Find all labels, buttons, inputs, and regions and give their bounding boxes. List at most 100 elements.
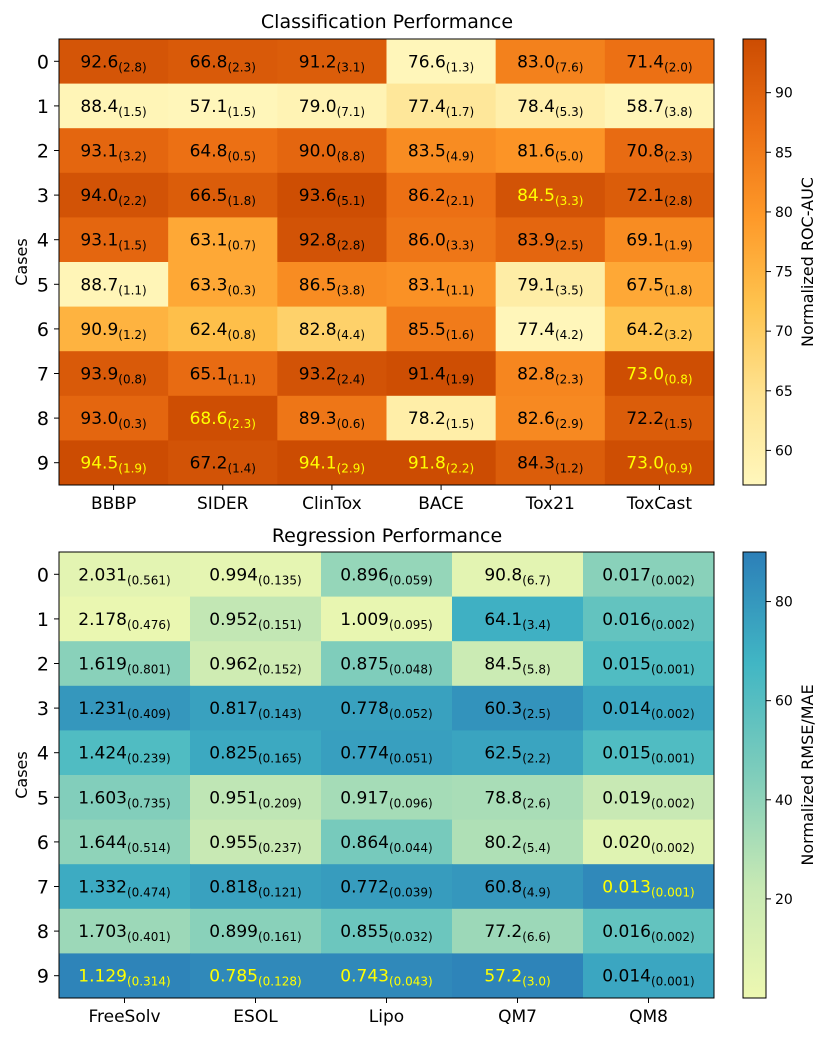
classification-cell-label: 78.4(5.3) <box>517 97 583 119</box>
regression-cell <box>583 864 715 910</box>
classification-cell-label: 64.8(0.5) <box>190 142 256 164</box>
classification-cell <box>277 351 387 397</box>
regression-cell-label: 0.020(0.002) <box>602 833 694 855</box>
regression-cell-label: 84.5(5.8) <box>484 655 550 677</box>
regression-cell <box>583 685 715 731</box>
classification-cell-label: 82.6(2.9) <box>517 409 583 431</box>
classification-cell <box>277 262 387 308</box>
regression-cell-label: 0.772(0.039) <box>340 878 432 900</box>
classification-colorbar-tick-label: 75 <box>775 265 793 281</box>
regression-cell-label: 0.994(0.135) <box>209 565 301 587</box>
regression-cell <box>190 819 322 865</box>
classification-colorbar-tick-label: 65 <box>775 384 793 400</box>
regression-cell-label: 1.424(0.239) <box>78 744 170 766</box>
classification-colorbar-ticks: 60 65 70 75 80 85 90 <box>766 86 793 459</box>
classification-cell <box>604 395 715 441</box>
classification-cell <box>386 172 497 218</box>
classification-cell <box>168 39 278 85</box>
classification-cell-label: 94.0(2.2) <box>80 186 146 208</box>
classification-cell-label: 78.2(1.5) <box>408 409 474 431</box>
regression-cell-label: 0.785(0.128) <box>209 967 301 989</box>
classification-cell <box>59 128 169 174</box>
regression-colorbar <box>742 551 767 999</box>
regression-colorbar-tick-label: 60 <box>775 694 793 710</box>
regression-y-tick-label: 6 <box>37 832 49 854</box>
classification-cell-label: 86.2(2.1) <box>408 186 474 208</box>
regression-cell <box>59 819 191 865</box>
regression-colorbar-tick-label: 80 <box>775 595 793 611</box>
regression-x-tick-label: Lipo <box>369 1007 404 1027</box>
classification-cell <box>495 217 606 263</box>
regression-cell <box>583 730 715 776</box>
classification-cell <box>604 83 715 129</box>
regression-cell-label: 0.917(0.096) <box>340 788 432 810</box>
regression-cell-label: 0.743(0.043) <box>340 967 432 989</box>
regression-cell-label: 0.778(0.052) <box>340 699 432 721</box>
regression-cell <box>190 908 322 954</box>
classification-cell <box>495 395 606 441</box>
regression-cell <box>321 775 453 821</box>
classification-cell-label: 83.5(4.9) <box>408 142 474 164</box>
classification-cell <box>386 395 497 441</box>
classification-cell <box>277 172 387 218</box>
classification-cell <box>495 128 606 174</box>
classification-cell <box>168 172 278 218</box>
classification-cell <box>495 39 606 85</box>
regression-cell-label: 0.014(0.002) <box>602 699 694 721</box>
classification-colorbar-tick-label: 70 <box>775 324 793 340</box>
regression-cell <box>452 864 584 910</box>
classification-ylabel: Cases <box>12 238 31 286</box>
regression-cell <box>583 908 715 954</box>
regression-ylabel: Cases <box>12 751 31 799</box>
classification-x-tick-label: BBBP <box>91 494 136 514</box>
regression-cell <box>190 641 322 687</box>
classification-cell-label: 77.4(4.2) <box>517 320 583 342</box>
classification-cell <box>168 217 278 263</box>
classification-cell-label: 91.4(1.9) <box>408 365 474 387</box>
classification-cell-label: 63.1(0.7) <box>190 231 256 253</box>
regression-cell <box>321 596 453 642</box>
classification-cell-label: 72.1(2.8) <box>626 186 692 208</box>
classification-cell-label: 67.2(1.4) <box>190 454 256 476</box>
regression-cell-label: 0.016(0.002) <box>602 610 694 632</box>
regression-cell-label: 1.644(0.514) <box>78 833 170 855</box>
regression-cell <box>321 685 453 731</box>
classification-cell-label: 68.6(2.3) <box>190 409 256 431</box>
classification-cell-label: 72.2(1.5) <box>626 409 692 431</box>
regression-cell-label: 0.955(0.237) <box>209 833 301 855</box>
regression-cell <box>190 775 322 821</box>
classification-cell-label: 79.1(3.5) <box>517 275 583 297</box>
classification-cell <box>386 217 497 263</box>
classification-cell <box>168 395 278 441</box>
regression-colorbar-ticks: 20 40 60 80 <box>766 595 793 908</box>
classification-cell-label: 83.1(1.1) <box>408 275 474 297</box>
classification-cell <box>277 306 387 352</box>
classification-cell-label: 57.1(1.5) <box>190 97 256 119</box>
regression-cell <box>321 641 453 687</box>
regression-cell-label: 1.332(0.474) <box>78 878 170 900</box>
classification-cell <box>604 172 715 218</box>
regression-cell <box>452 552 584 598</box>
classification-cell <box>386 262 497 308</box>
classification-colorbar-tick-label: 60 <box>775 443 793 459</box>
classification-cell-label: 66.5(1.8) <box>190 186 256 208</box>
regression-y-tick-label: 4 <box>37 743 49 765</box>
regression-cell-label: 0.013(0.001) <box>602 878 694 900</box>
regression-cell <box>321 819 453 865</box>
classification-cell-label: 83.0(7.6) <box>517 52 583 74</box>
regression-cells: 2.031(0.561) 0.994(0.135) 0.896(0.059) 90.8… <box>59 552 715 999</box>
classification-y-ticks: 0 1 2 3 4 5 6 7 8 9 <box>37 51 59 475</box>
regression-cell-label: 1.603(0.735) <box>78 788 170 810</box>
classification-cell <box>168 128 278 174</box>
classification-cell-label: 64.2(3.2) <box>626 320 692 342</box>
classification-y-tick-label: 6 <box>37 319 49 341</box>
regression-cell-label: 0.864(0.044) <box>340 833 432 855</box>
regression-cell <box>583 596 715 642</box>
classification-cells: 92.6(2.8) 66.8(2.3) 91.2(3.1) 76.6(1.3) 83.0… <box>59 39 715 486</box>
classification-cell <box>386 39 497 85</box>
classification-x-tick-label: Tox21 <box>525 494 575 514</box>
classification-cell-label: 71.4(2.0) <box>626 52 692 74</box>
classification-cell <box>495 262 606 308</box>
classification-cell-label: 91.2(3.1) <box>299 52 365 74</box>
classification-cell <box>168 351 278 397</box>
